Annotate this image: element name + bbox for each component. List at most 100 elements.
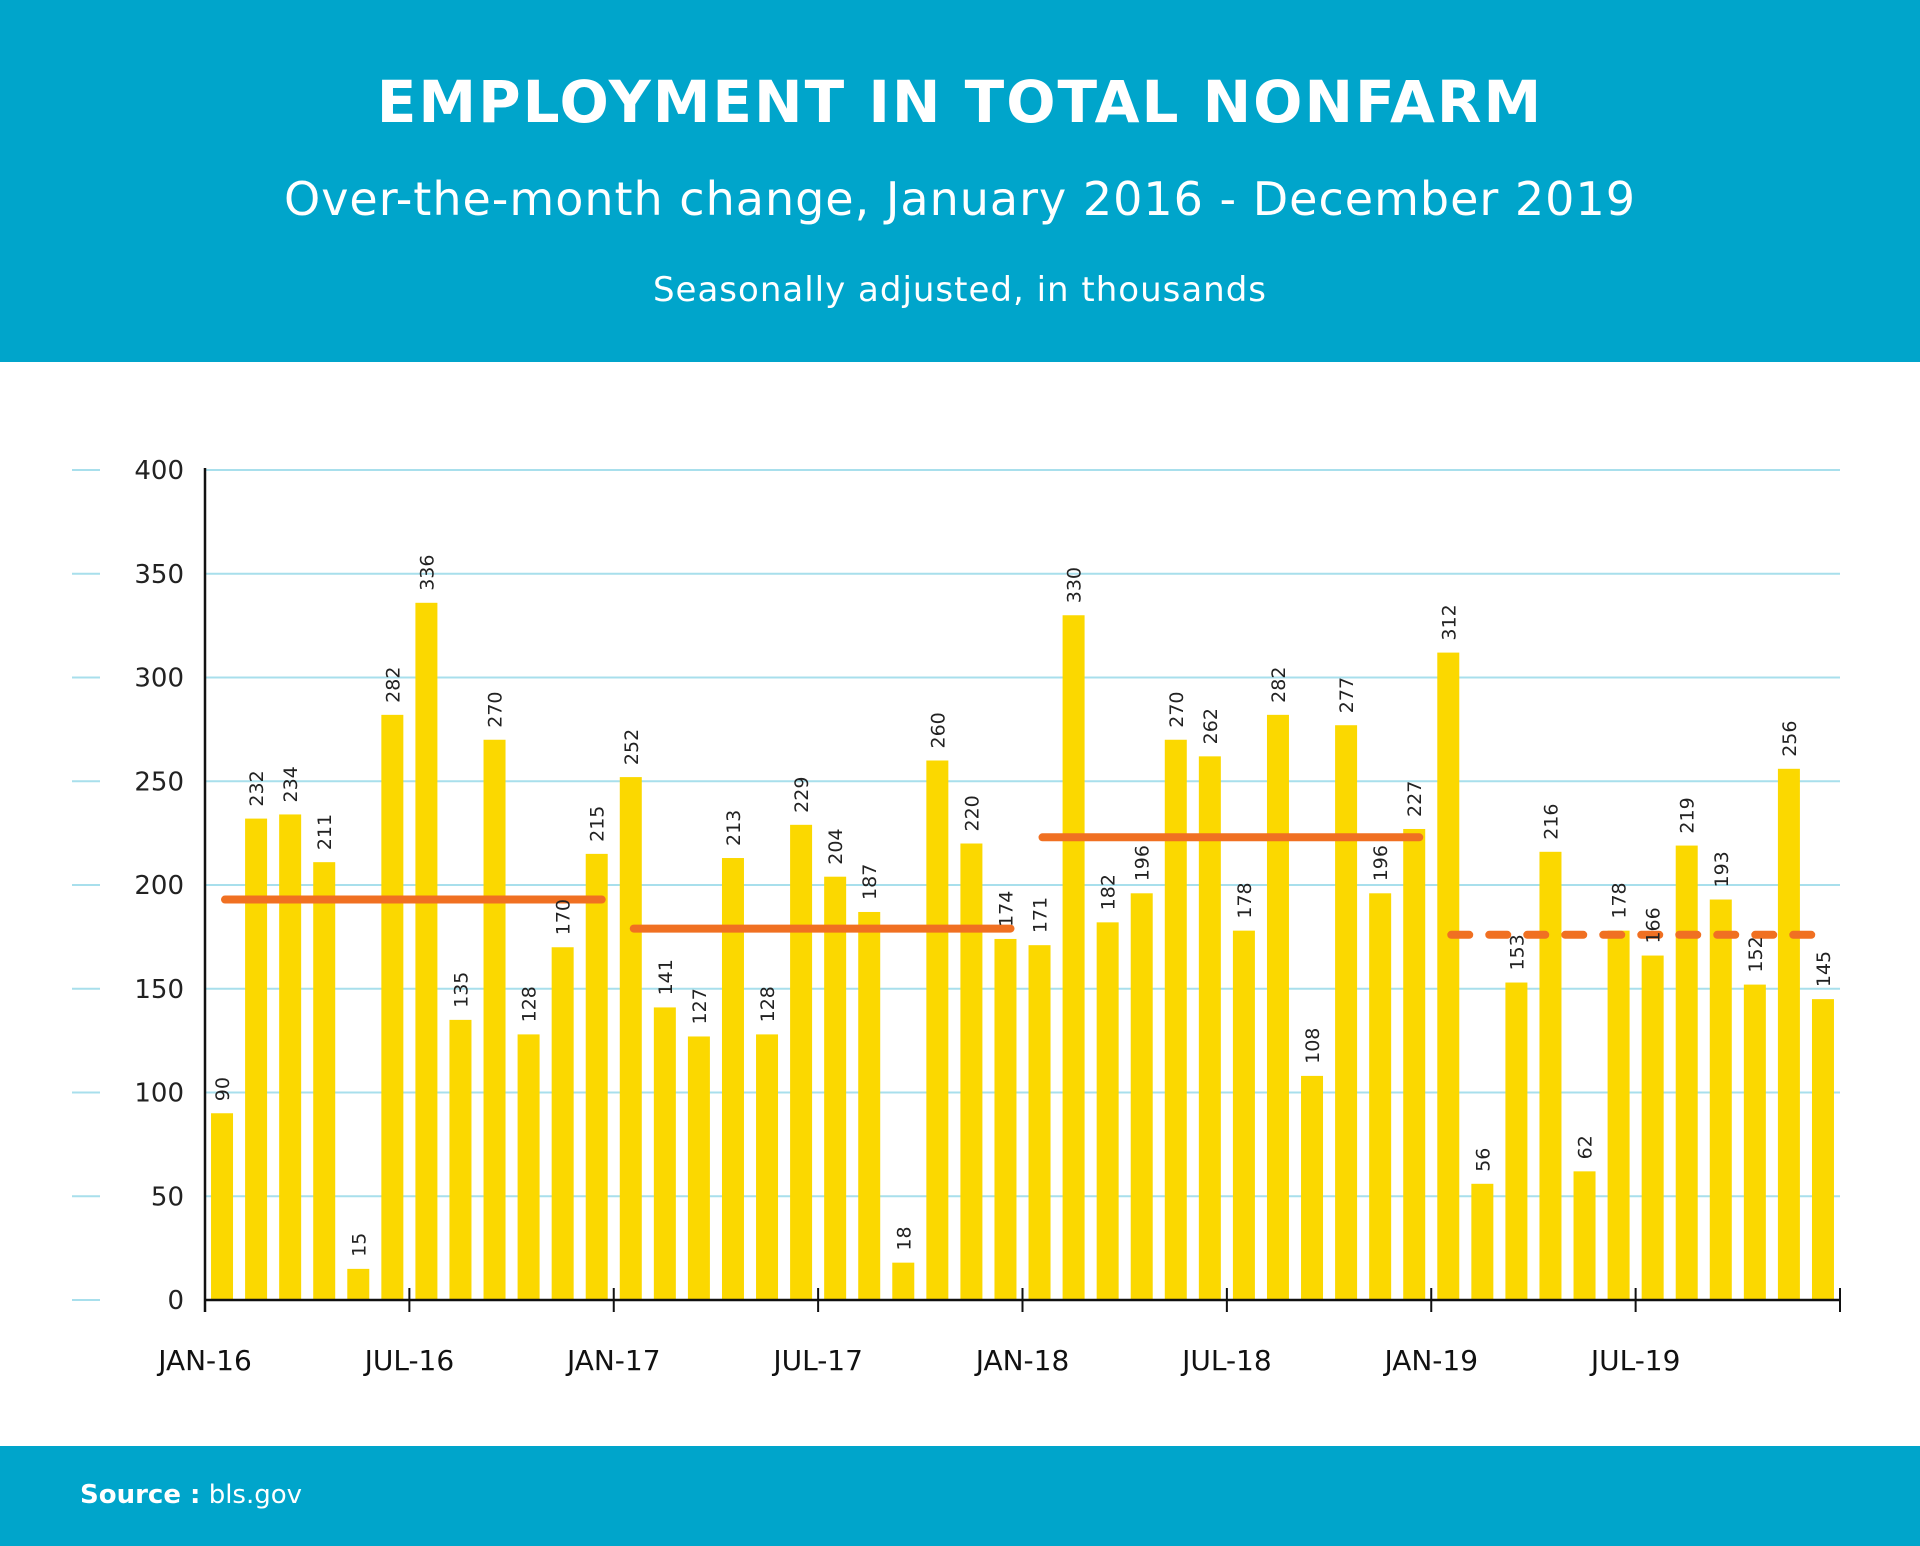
bar: [1607, 930, 1630, 1300]
bar: [1369, 893, 1392, 1300]
data-label: 336: [416, 555, 438, 591]
bar: [517, 1034, 540, 1300]
x-tick-label: JUL-17: [771, 1344, 863, 1377]
chart-title: EMPLOYMENT IN TOTAL NONFARM: [376, 68, 1544, 136]
footer-banner: Source : bls.gov: [0, 1446, 1920, 1546]
bar: [687, 1036, 710, 1300]
data-label: 170: [553, 899, 575, 935]
data-label: 213: [723, 810, 745, 846]
data-label: 182: [1098, 874, 1120, 910]
data-label: 312: [1438, 604, 1460, 640]
bar: [1266, 714, 1289, 1300]
x-tick-label: JUL-16: [363, 1344, 455, 1377]
bar: [1675, 845, 1698, 1300]
data-label: 196: [1132, 845, 1154, 881]
header-banner: EMPLOYMENT IN TOTAL NONFARM Over-the-mon…: [0, 0, 1920, 362]
data-label: 234: [280, 766, 302, 802]
data-label: 219: [1677, 797, 1699, 833]
bar: [994, 938, 1017, 1300]
bar: [1198, 756, 1221, 1300]
bar: [449, 1019, 472, 1300]
data-label: 152: [1745, 936, 1767, 972]
data-label: 174: [995, 891, 1017, 927]
bar: [653, 1007, 676, 1300]
bar: [1505, 982, 1528, 1300]
data-label: 178: [1609, 882, 1631, 918]
data-label: 127: [689, 988, 711, 1024]
data-label: 171: [1030, 897, 1052, 933]
bar: [926, 760, 949, 1300]
bar: [1301, 1075, 1324, 1300]
bar: [1028, 945, 1051, 1300]
data-label: 260: [927, 712, 949, 748]
x-tick-label: JAN-18: [974, 1344, 1070, 1377]
source-label: Source :: [80, 1480, 201, 1510]
data-label: 252: [621, 729, 643, 765]
x-tick-label: JUL-18: [1180, 1344, 1272, 1377]
bar-chart: 0 50 100 150 200 250 300 350 400 JAN-16 JUL-16 JAN-…: [72, 456, 1841, 1377]
y-tick-label: 250: [134, 767, 184, 797]
bar: [1403, 828, 1426, 1300]
data-label: 215: [587, 806, 609, 842]
bar: [1777, 768, 1800, 1300]
y-tick-label: 350: [134, 560, 184, 590]
bar: [347, 1268, 370, 1300]
chart-units-note: Seasonally adjusted, in thousands: [652, 270, 1268, 310]
bar: [1743, 984, 1766, 1300]
data-label: 229: [791, 777, 813, 813]
bar: [211, 1113, 234, 1300]
data-label: 56: [1472, 1148, 1494, 1172]
data-label: 262: [1200, 708, 1222, 744]
data-label: 220: [961, 795, 983, 831]
x-tick-label: JUL-19: [1589, 1344, 1681, 1377]
source-value: bls.gov: [208, 1480, 303, 1510]
data-label: 216: [1540, 804, 1562, 840]
data-label: 135: [450, 972, 472, 1008]
data-label: 282: [382, 667, 404, 703]
bar: [415, 602, 438, 1300]
data-label: 232: [246, 770, 268, 806]
data-label: 18: [893, 1226, 915, 1250]
bar: [1062, 615, 1085, 1300]
x-tick-label: JAN-16: [156, 1344, 252, 1377]
data-label: 128: [757, 986, 779, 1022]
data-label: 204: [825, 828, 847, 864]
y-tick-label: 300: [134, 664, 184, 694]
data-label: 141: [655, 959, 677, 995]
bar: [790, 824, 813, 1300]
data-label: 256: [1779, 721, 1801, 757]
bar: [892, 1262, 915, 1300]
data-label: 270: [485, 691, 507, 727]
data-label: 166: [1643, 907, 1665, 943]
data-label: 211: [314, 814, 336, 850]
data-label: 145: [1813, 951, 1835, 987]
y-tick-label: 200: [134, 871, 184, 901]
bar: [313, 862, 336, 1300]
y-tick-label: 50: [151, 1182, 184, 1212]
bar: [1096, 922, 1119, 1300]
bar: [1164, 739, 1187, 1300]
data-label: 196: [1370, 845, 1392, 881]
bar: [483, 739, 506, 1300]
data-label: 153: [1506, 934, 1528, 970]
bar: [1573, 1171, 1596, 1300]
data-label: 108: [1302, 1028, 1324, 1064]
bar: [756, 1034, 779, 1300]
y-tick-label: 100: [134, 1079, 184, 1109]
bar: [551, 947, 574, 1300]
bar: [1539, 851, 1562, 1300]
y-tick-label: 0: [167, 1286, 184, 1316]
bar: [721, 858, 744, 1300]
bar: [1437, 652, 1460, 1300]
data-label: 62: [1575, 1135, 1597, 1159]
bar: [858, 911, 881, 1300]
bar: [619, 777, 642, 1300]
data-label: 193: [1711, 851, 1733, 887]
x-tick-label: JAN-17: [565, 1344, 661, 1377]
x-tick-label: JAN-19: [1382, 1344, 1478, 1377]
bar: [1335, 725, 1358, 1300]
bar: [960, 843, 983, 1300]
chart-subtitle: Over-the-month change, January 2016 - De…: [284, 172, 1636, 226]
bar: [1130, 893, 1153, 1300]
data-label: 270: [1166, 691, 1188, 727]
